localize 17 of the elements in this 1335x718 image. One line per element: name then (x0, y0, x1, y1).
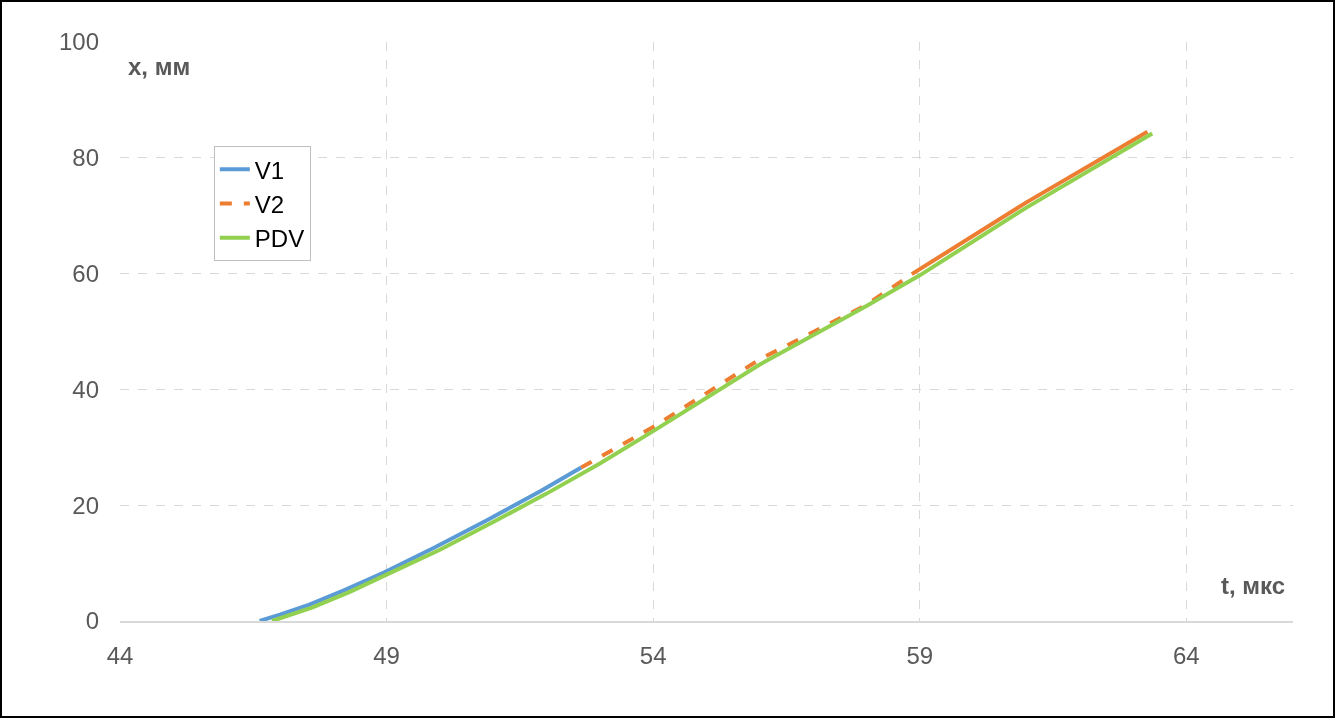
y-axis-title: x, мм (128, 53, 191, 80)
x-axis-title: t, мкс (1221, 572, 1286, 599)
x-tick-label: 64 (1173, 641, 1200, 669)
legend-label: V2 (254, 190, 285, 218)
x-tick-label: 54 (639, 641, 667, 669)
y-tick-label: 60 (72, 260, 99, 287)
x-tick-label: 44 (106, 641, 134, 669)
x-tick-label: 59 (906, 641, 934, 669)
line-series (257, 465, 584, 621)
y-tick-label: 80 (72, 144, 99, 172)
legend-label: V1 (254, 156, 285, 184)
y-tick-label: 100 (58, 28, 99, 56)
y-tick-label: 40 (72, 375, 99, 403)
x-tick-label: 49 (373, 641, 400, 669)
legend-label: PDV (254, 225, 305, 253)
y-tick-label: 0 (85, 607, 99, 635)
y-tick-label: 20 (72, 491, 99, 519)
